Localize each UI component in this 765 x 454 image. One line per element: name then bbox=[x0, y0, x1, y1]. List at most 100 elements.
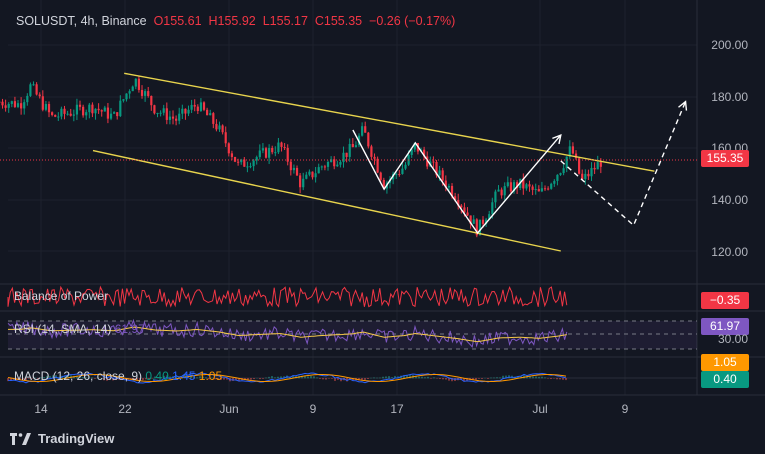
candle-body bbox=[165, 108, 168, 120]
candle-body bbox=[51, 112, 54, 115]
candle-body bbox=[237, 161, 240, 163]
macd-histogram-bar bbox=[7, 378, 9, 382]
macd-histogram-bar bbox=[562, 378, 564, 380]
symbol-line: SOLUSDT, 4h, Binance bbox=[16, 14, 147, 28]
projection-solid-line bbox=[352, 129, 562, 235]
candle-body bbox=[302, 178, 305, 188]
candle-body bbox=[506, 182, 509, 187]
candle-body bbox=[264, 148, 268, 158]
candle-body bbox=[543, 188, 547, 190]
macd-histogram-bar bbox=[448, 378, 450, 381]
candle-body bbox=[243, 159, 246, 167]
candle-body bbox=[351, 143, 354, 148]
macd-histogram-bar bbox=[559, 378, 561, 380]
macd-histogram-bar bbox=[244, 378, 246, 380]
candle-body bbox=[147, 91, 150, 96]
time-label-9-jun: 9 bbox=[309, 402, 317, 416]
candle-body bbox=[249, 166, 252, 168]
candle-body bbox=[330, 159, 333, 162]
macd-value: 0.40 bbox=[145, 369, 169, 383]
candle-body bbox=[134, 78, 137, 87]
macd-histogram-bar bbox=[199, 376, 201, 379]
candle-body bbox=[69, 113, 72, 116]
candle-body bbox=[463, 207, 466, 213]
candle-body bbox=[116, 112, 119, 117]
candle-body bbox=[345, 152, 348, 157]
candle-body bbox=[348, 143, 351, 157]
macd-histogram-bar bbox=[133, 378, 135, 380]
macd-histogram-bar bbox=[292, 375, 294, 379]
candle-body bbox=[342, 152, 345, 163]
candle-body bbox=[215, 123, 218, 130]
candle-body bbox=[82, 106, 85, 116]
candle-body bbox=[556, 174, 559, 181]
candle-body bbox=[308, 171, 311, 175]
candle-body bbox=[367, 132, 370, 147]
macd-histogram-bar bbox=[28, 378, 30, 379]
macd-histogram-bar bbox=[145, 378, 147, 380]
candle-body bbox=[103, 107, 106, 112]
macd-histogram-bar bbox=[166, 375, 168, 379]
macd-histogram-bar bbox=[439, 378, 441, 379]
candle-body bbox=[571, 146, 575, 154]
macd-histogram-bar bbox=[403, 375, 405, 379]
macd-histogram-bar bbox=[157, 377, 159, 379]
candle-body bbox=[472, 219, 475, 224]
macd-histogram-bar bbox=[319, 378, 321, 379]
candle-body bbox=[175, 118, 178, 121]
bop-line bbox=[7, 285, 568, 308]
candle-body bbox=[559, 173, 562, 175]
candle-body bbox=[404, 164, 407, 169]
candle-body bbox=[305, 174, 308, 179]
candle-body bbox=[137, 78, 141, 90]
macd-signal-line bbox=[7, 374, 567, 382]
candle-body bbox=[16, 103, 20, 107]
candle-body bbox=[503, 186, 506, 196]
candle-body bbox=[320, 166, 323, 168]
candle-body bbox=[20, 103, 23, 109]
candle-body bbox=[187, 109, 190, 114]
bop-title: Balance of Power bbox=[14, 289, 109, 303]
candle-body bbox=[457, 200, 460, 206]
candle-body bbox=[497, 189, 500, 192]
macd-histogram-bar bbox=[502, 375, 504, 379]
price-label-200: 200.00 bbox=[711, 38, 748, 52]
macd-histogram-bar bbox=[208, 378, 210, 380]
candle-body bbox=[481, 219, 485, 224]
macd-histogram-bar bbox=[88, 376, 90, 379]
candle-body bbox=[277, 142, 280, 153]
candle-body bbox=[395, 173, 398, 175]
candle-body bbox=[100, 110, 103, 112]
candle-body bbox=[534, 189, 537, 191]
rsi-title: RSI (14, SMA, 14) bbox=[14, 322, 112, 336]
candle-body bbox=[4, 105, 7, 108]
candle-body bbox=[23, 102, 26, 109]
candle-body bbox=[255, 157, 258, 161]
candle-body bbox=[131, 86, 134, 92]
candle-body bbox=[562, 168, 565, 174]
candle-body bbox=[60, 108, 63, 117]
macd-histogram-bar bbox=[331, 378, 333, 379]
macd-histogram-bar bbox=[397, 376, 399, 379]
macd-histogram-bar bbox=[106, 378, 108, 381]
candle-body bbox=[221, 125, 224, 133]
tradingview-logo[interactable]: TradingView bbox=[10, 431, 114, 446]
macd-histogram-bar bbox=[277, 376, 279, 379]
macd-histogram-bar bbox=[58, 376, 60, 379]
candle-body bbox=[410, 149, 413, 155]
candle-body bbox=[488, 214, 491, 220]
macd-histogram-bar bbox=[388, 376, 390, 379]
candle-body bbox=[178, 113, 181, 121]
macd-histogram-bar bbox=[442, 378, 444, 380]
candle-body bbox=[168, 116, 172, 120]
candle-body bbox=[494, 191, 497, 203]
candle-body bbox=[268, 147, 271, 158]
macd-label: MACD (12, 26, close, 9) 0.40 1.45 1.05 bbox=[14, 369, 222, 383]
candle-body bbox=[286, 147, 289, 162]
macd-histogram-bar bbox=[556, 378, 558, 380]
macd-histogram-bar bbox=[82, 376, 84, 379]
macd-histogram-bar bbox=[529, 376, 531, 379]
macd-histogram-bar bbox=[310, 375, 312, 379]
macd-histogram-bar bbox=[424, 377, 426, 379]
